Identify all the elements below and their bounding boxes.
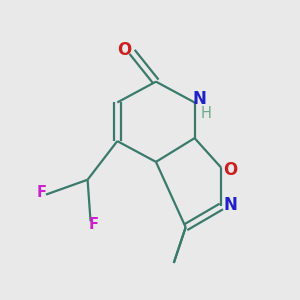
Text: O: O	[223, 161, 237, 179]
Text: O: O	[118, 41, 132, 59]
Text: H: H	[201, 106, 212, 121]
Text: F: F	[88, 217, 98, 232]
Text: N: N	[224, 196, 238, 214]
Text: N: N	[192, 91, 206, 109]
Text: F: F	[37, 185, 46, 200]
